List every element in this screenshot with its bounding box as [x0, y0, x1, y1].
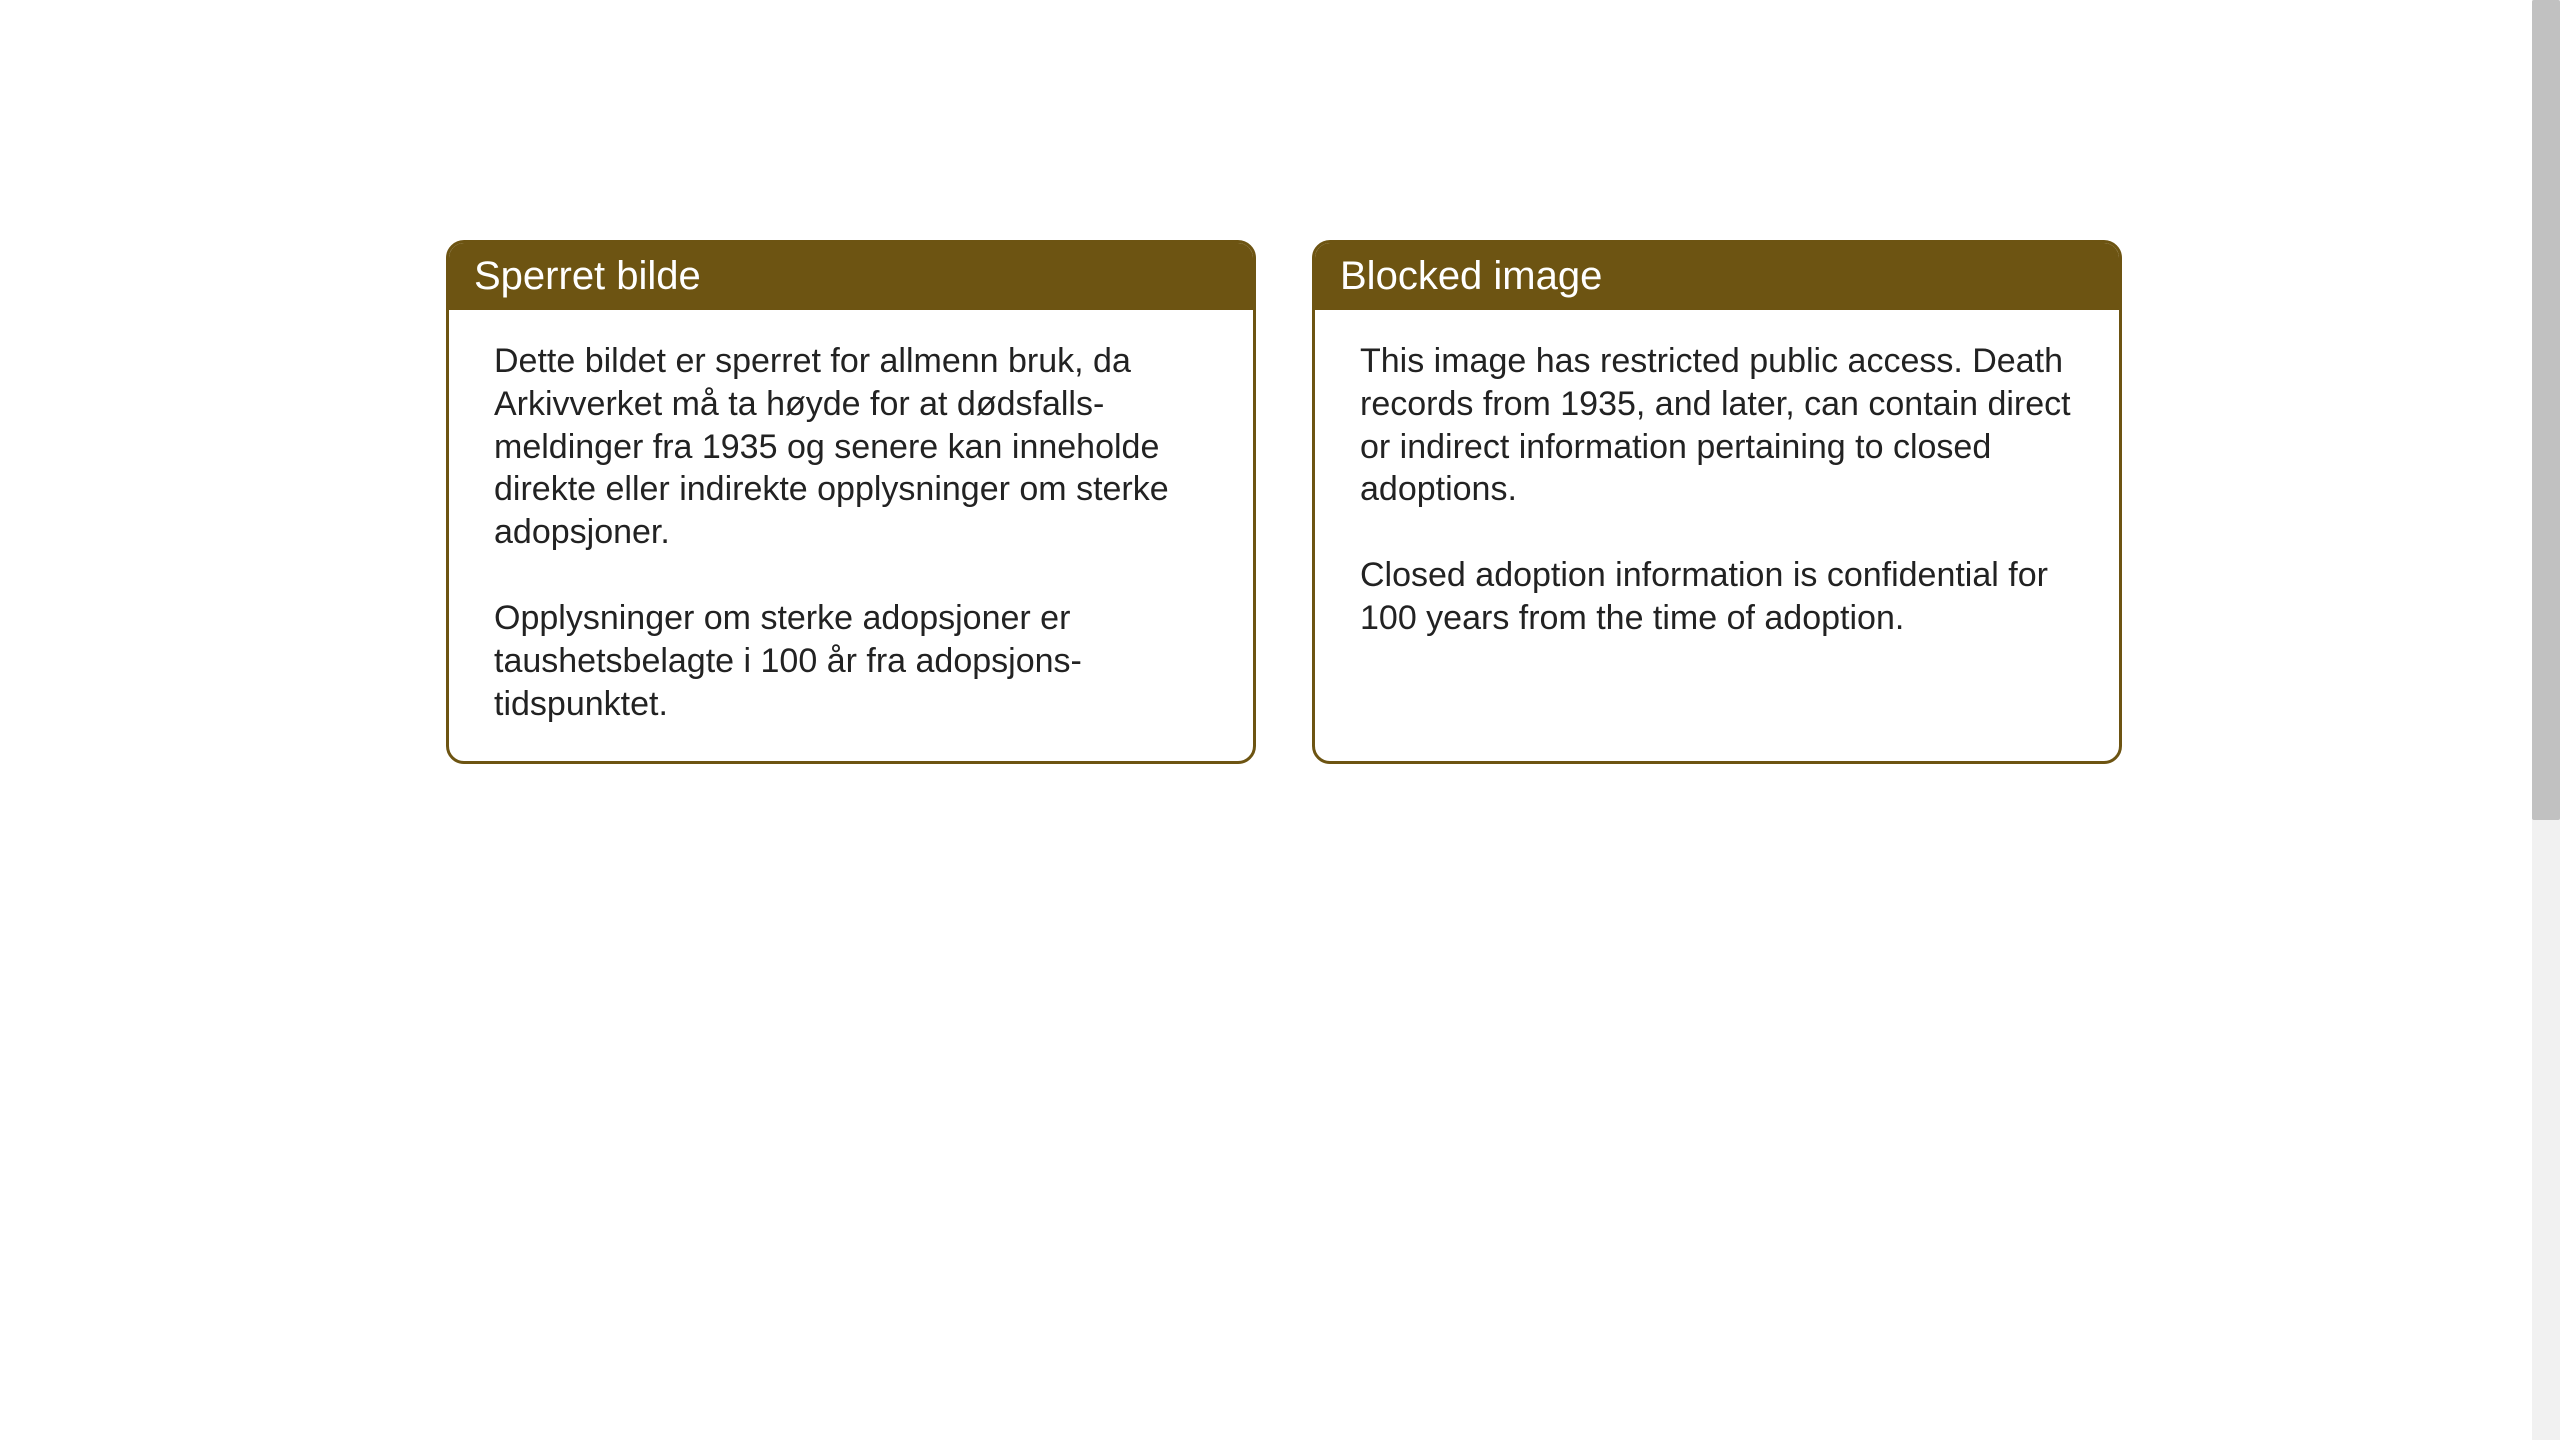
english-card-body: This image has restricted public access.…: [1315, 310, 2119, 705]
vertical-scrollbar[interactable]: [2532, 0, 2560, 1440]
scrollbar-thumb[interactable]: [2532, 0, 2560, 820]
norwegian-card-body: Dette bildet er sperret for allmenn bruk…: [449, 310, 1253, 761]
english-paragraph-1: This image has restricted public access.…: [1360, 340, 2074, 511]
english-notice-card: Blocked image This image has restricted …: [1312, 240, 2122, 764]
norwegian-card-title: Sperret bilde: [449, 243, 1253, 310]
norwegian-paragraph-1: Dette bildet er sperret for allmenn bruk…: [494, 340, 1208, 554]
norwegian-notice-card: Sperret bilde Dette bildet er sperret fo…: [446, 240, 1256, 764]
english-paragraph-2: Closed adoption information is confident…: [1360, 554, 2074, 640]
notice-cards-container: Sperret bilde Dette bildet er sperret fo…: [446, 240, 2122, 764]
english-card-title: Blocked image: [1315, 243, 2119, 310]
norwegian-paragraph-2: Opplysninger om sterke adopsjoner er tau…: [494, 597, 1208, 725]
